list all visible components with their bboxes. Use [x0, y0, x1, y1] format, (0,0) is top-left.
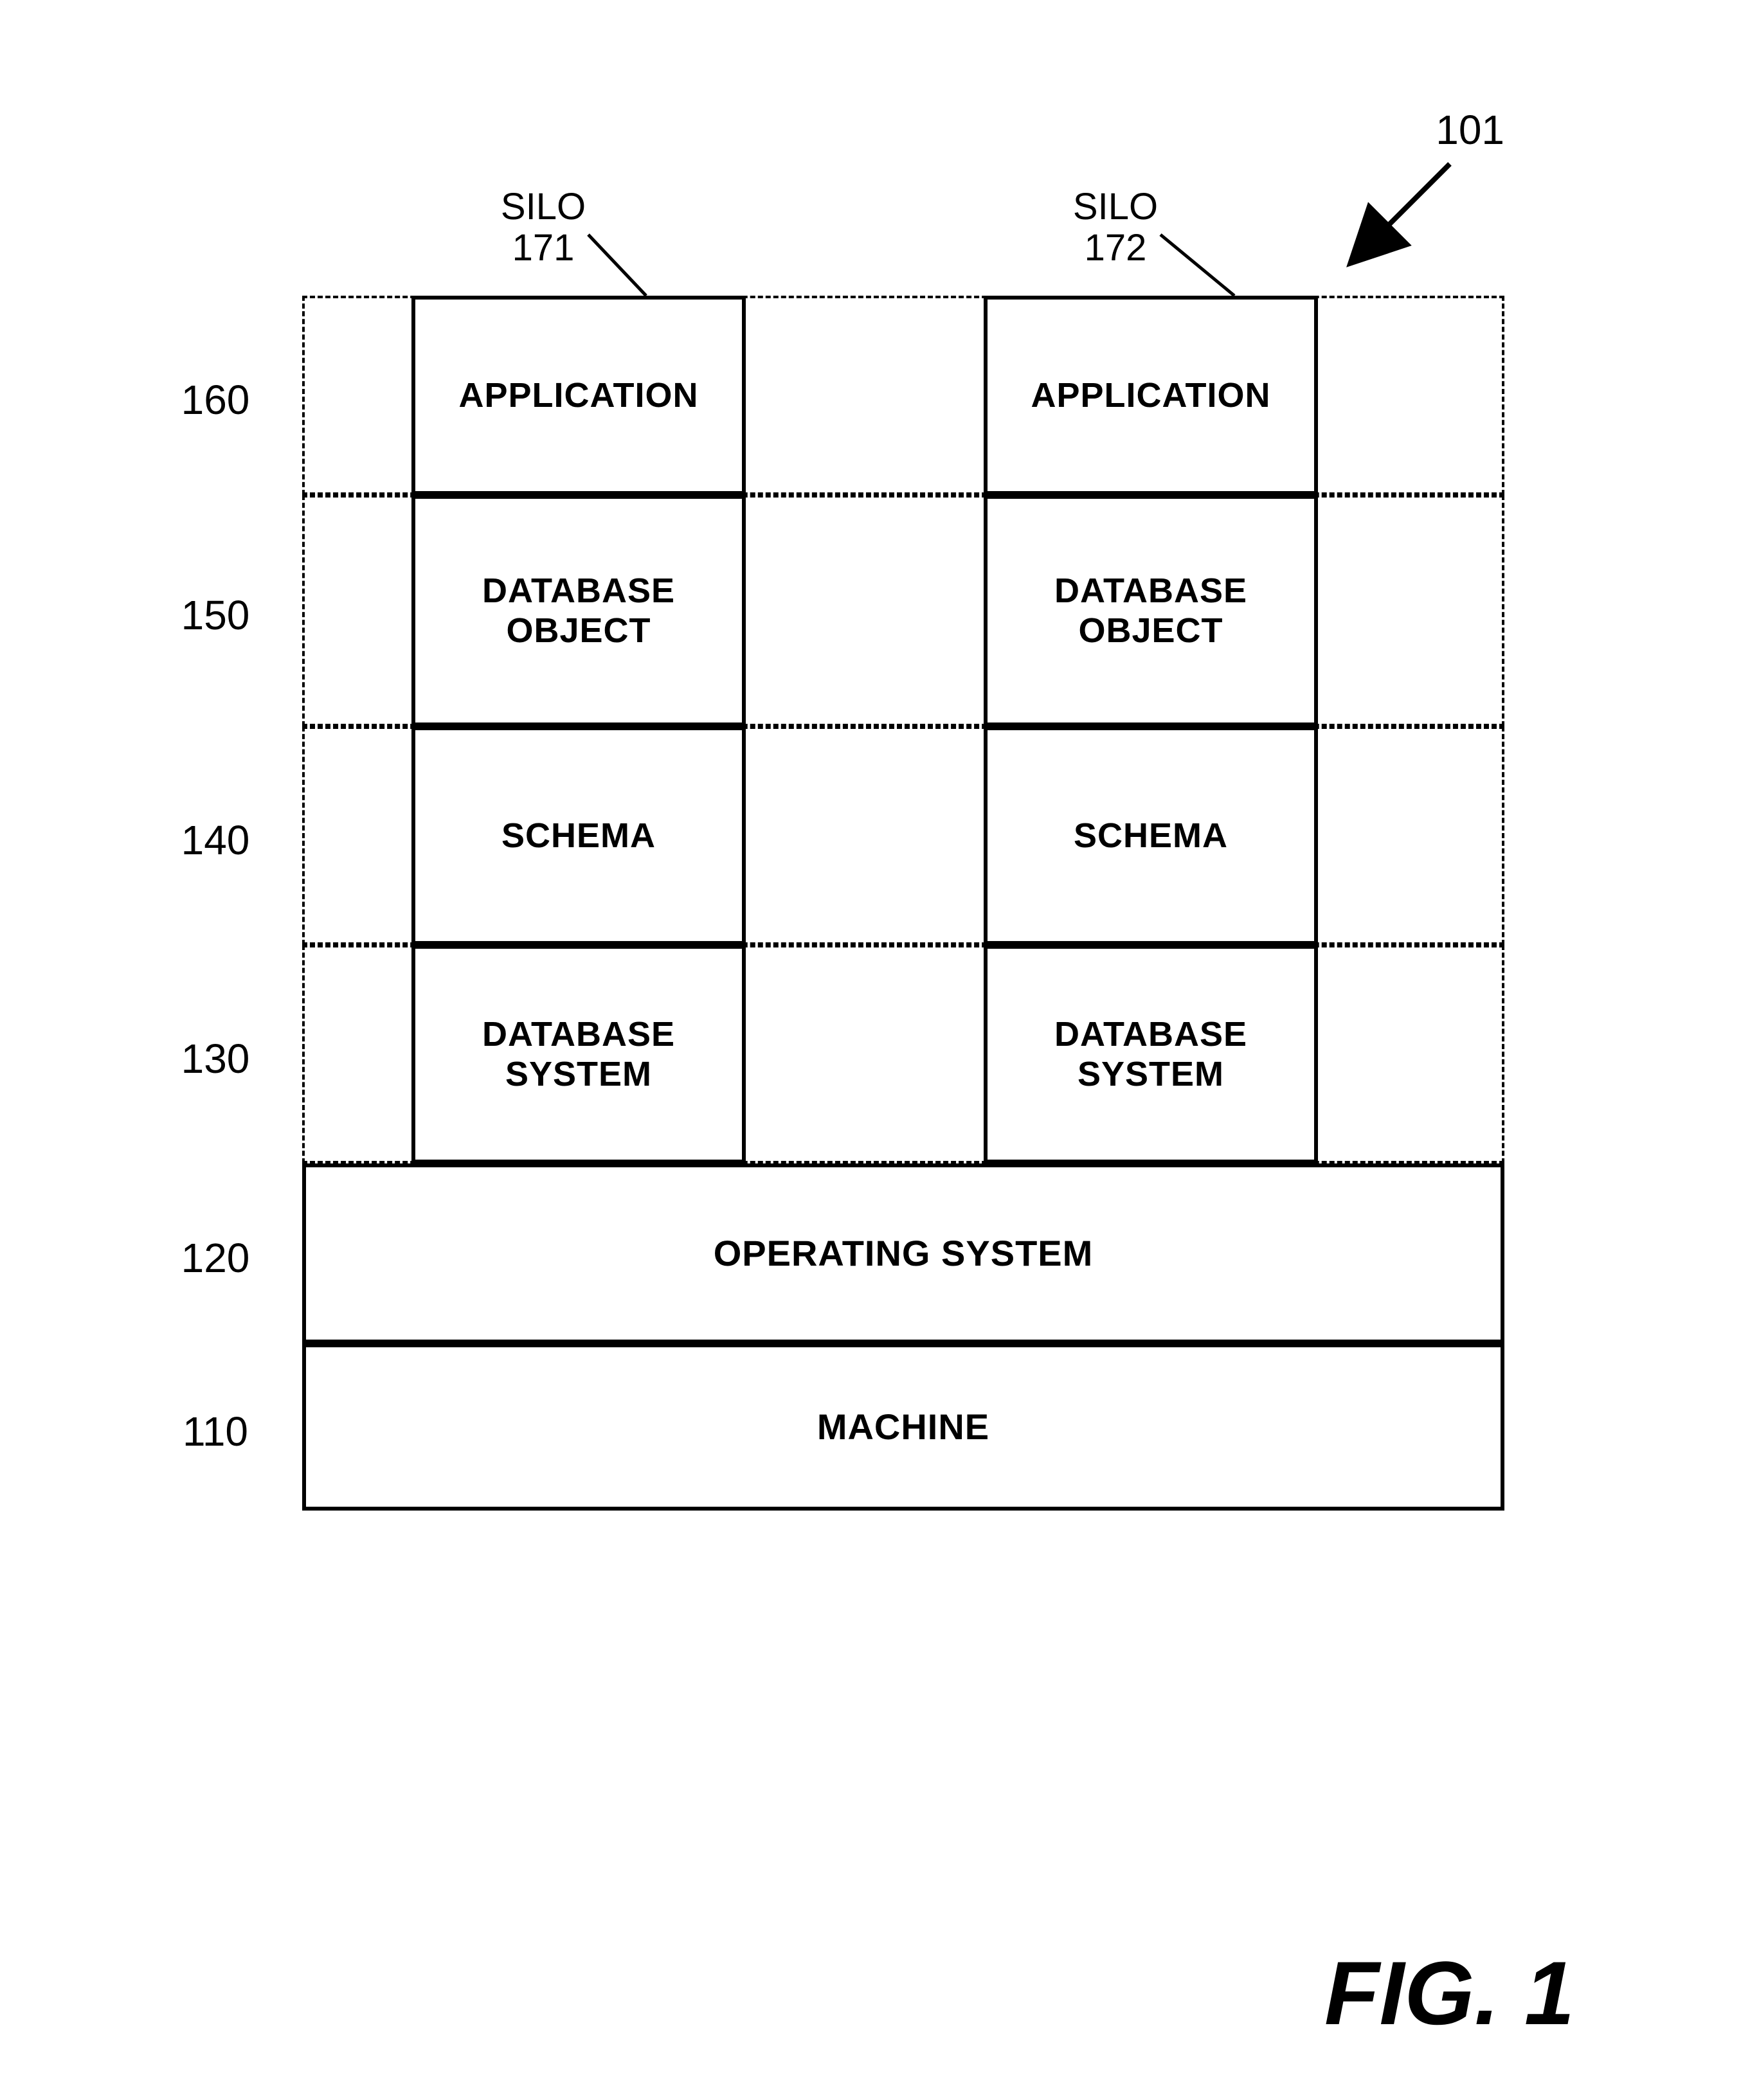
- silo2-box-database-system: DATABASE SYSTEM: [984, 945, 1318, 1163]
- silo-172-label: SILO 172: [1061, 186, 1170, 269]
- row-num-120: 120: [174, 1234, 257, 1282]
- row-operating-system: OPERATING SYSTEM: [302, 1163, 1504, 1343]
- silo1-box-application: APPLICATION: [411, 296, 746, 495]
- row-num-130: 130: [174, 1035, 257, 1082]
- silo2-box-schema: SCHEMA: [984, 726, 1318, 945]
- row-num-150: 150: [174, 591, 257, 639]
- page: 101 SILO 171 SILO 172 160 APPLICATION AP…: [0, 0, 1741, 2100]
- box-label: OPERATING SYSTEM: [714, 1233, 1094, 1274]
- silo2-box-application: APPLICATION: [984, 296, 1318, 495]
- box-label: APPLICATION: [459, 375, 699, 415]
- box-label: SCHEMA: [501, 816, 656, 856]
- box-label: DATABASE SYSTEM: [1054, 1014, 1247, 1094]
- row-machine: MACHINE: [302, 1343, 1504, 1511]
- row-num-110: 110: [174, 1408, 257, 1455]
- silo-171-leader: [585, 231, 662, 302]
- row-num-140: 140: [174, 816, 257, 864]
- main-ref-arrow: [1340, 151, 1469, 280]
- silo-text: SILO: [1073, 186, 1158, 228]
- silo-171-label: SILO 171: [489, 186, 598, 269]
- box-label: DATABASE OBJECT: [1054, 571, 1247, 651]
- figure-caption: FIG. 1: [1324, 1941, 1574, 2045]
- silo1-box-database-object: DATABASE OBJECT: [411, 495, 746, 726]
- box-label: APPLICATION: [1031, 375, 1271, 415]
- silo-id: 171: [512, 227, 575, 269]
- silo1-box-database-system: DATABASE SYSTEM: [411, 945, 746, 1163]
- silo-text: SILO: [501, 186, 586, 228]
- silo-172-leader: [1157, 231, 1247, 302]
- main-ref-label: 101: [1414, 106, 1504, 154]
- box-label: DATABASE OBJECT: [482, 571, 675, 651]
- silo2-box-database-object: DATABASE OBJECT: [984, 495, 1318, 726]
- box-label: MACHINE: [817, 1406, 989, 1448]
- box-label: SCHEMA: [1074, 816, 1228, 856]
- box-label: DATABASE SYSTEM: [482, 1014, 675, 1094]
- silo1-box-schema: SCHEMA: [411, 726, 746, 945]
- silo-id: 172: [1085, 227, 1147, 269]
- row-num-160: 160: [174, 376, 257, 424]
